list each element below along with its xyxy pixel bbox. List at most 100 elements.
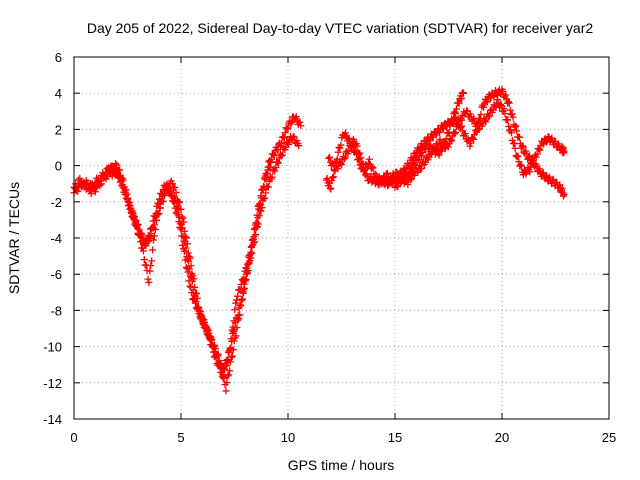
data-point — [94, 176, 102, 184]
data-point — [536, 165, 544, 173]
data-point — [345, 134, 353, 142]
data-points — [70, 85, 568, 395]
data-point — [144, 275, 152, 283]
data-point — [183, 265, 191, 273]
data-point — [230, 317, 238, 325]
y-tick-label: 6 — [55, 50, 62, 65]
data-point — [204, 326, 212, 334]
data-point — [277, 152, 285, 160]
data-point — [511, 144, 519, 152]
data-point — [513, 127, 521, 135]
data-point — [334, 165, 342, 173]
data-point — [404, 181, 412, 189]
data-point — [100, 171, 108, 179]
data-point — [221, 365, 229, 373]
data-point — [386, 173, 394, 181]
data-point — [461, 130, 469, 138]
data-point — [469, 134, 477, 142]
x-tick-label: 0 — [70, 430, 77, 445]
data-point — [185, 252, 193, 260]
data-point — [257, 194, 265, 202]
data-point — [126, 202, 134, 210]
data-point — [188, 289, 196, 297]
data-point — [275, 159, 283, 167]
x-tick-label: 20 — [495, 430, 509, 445]
data-point — [109, 163, 117, 171]
data-point — [190, 275, 198, 283]
data-point — [483, 98, 491, 106]
data-point — [124, 195, 131, 203]
data-point — [338, 161, 345, 169]
data-point — [365, 155, 373, 163]
data-point — [382, 170, 390, 178]
data-point — [140, 256, 148, 264]
data-point — [508, 110, 516, 118]
data-point — [514, 152, 522, 160]
data-point — [467, 139, 475, 147]
data-point — [117, 177, 125, 185]
data-point — [536, 146, 544, 154]
data-point — [149, 246, 157, 254]
data-point — [334, 148, 342, 156]
data-point — [234, 292, 242, 300]
data-point — [341, 154, 349, 162]
data-point — [539, 139, 547, 147]
data-point — [112, 160, 120, 168]
series-satellite-track-e — [325, 85, 568, 200]
data-point — [233, 296, 241, 304]
data-point — [284, 124, 292, 132]
data-point — [526, 168, 534, 176]
data-point — [176, 223, 184, 231]
data-point — [193, 290, 201, 298]
data-point — [255, 205, 263, 213]
data-point — [500, 105, 508, 113]
data-point — [533, 150, 541, 158]
data-point — [228, 326, 236, 334]
data-point — [223, 356, 231, 364]
y-tick-label: -10 — [43, 340, 62, 355]
data-point — [283, 125, 291, 133]
data-point — [501, 110, 509, 118]
data-point — [228, 352, 236, 360]
data-point — [478, 122, 486, 130]
data-point — [182, 263, 190, 271]
data-point — [177, 205, 185, 213]
y-tick-label: -14 — [43, 412, 62, 427]
data-point — [246, 250, 254, 258]
data-point — [274, 146, 282, 154]
data-point — [74, 187, 82, 195]
data-point — [436, 135, 444, 143]
data-point — [494, 96, 502, 104]
data-point — [148, 224, 156, 232]
data-point — [179, 214, 187, 222]
data-point — [112, 169, 120, 177]
data-point — [133, 220, 141, 228]
y-tick-label: -12 — [43, 376, 62, 391]
data-point — [344, 150, 352, 158]
data-point — [214, 350, 222, 358]
data-point — [414, 168, 422, 176]
data-point — [327, 185, 335, 193]
data-point — [518, 162, 526, 170]
data-point — [85, 185, 93, 193]
data-point — [529, 159, 537, 167]
data-point — [285, 141, 293, 149]
data-point — [278, 151, 286, 159]
data-point — [507, 129, 515, 137]
data-point — [232, 332, 240, 340]
data-point — [509, 113, 517, 121]
data-point — [167, 188, 175, 196]
data-point — [223, 379, 231, 387]
data-point — [267, 155, 275, 163]
data-point — [481, 117, 489, 125]
x-tick-label: 10 — [281, 430, 295, 445]
data-point — [398, 174, 406, 182]
data-point — [407, 176, 415, 184]
data-point — [281, 129, 289, 137]
data-point — [130, 214, 138, 222]
data-point — [474, 125, 482, 133]
data-point — [482, 118, 490, 126]
data-point — [178, 213, 186, 221]
data-point — [340, 155, 348, 163]
data-point — [504, 98, 512, 106]
